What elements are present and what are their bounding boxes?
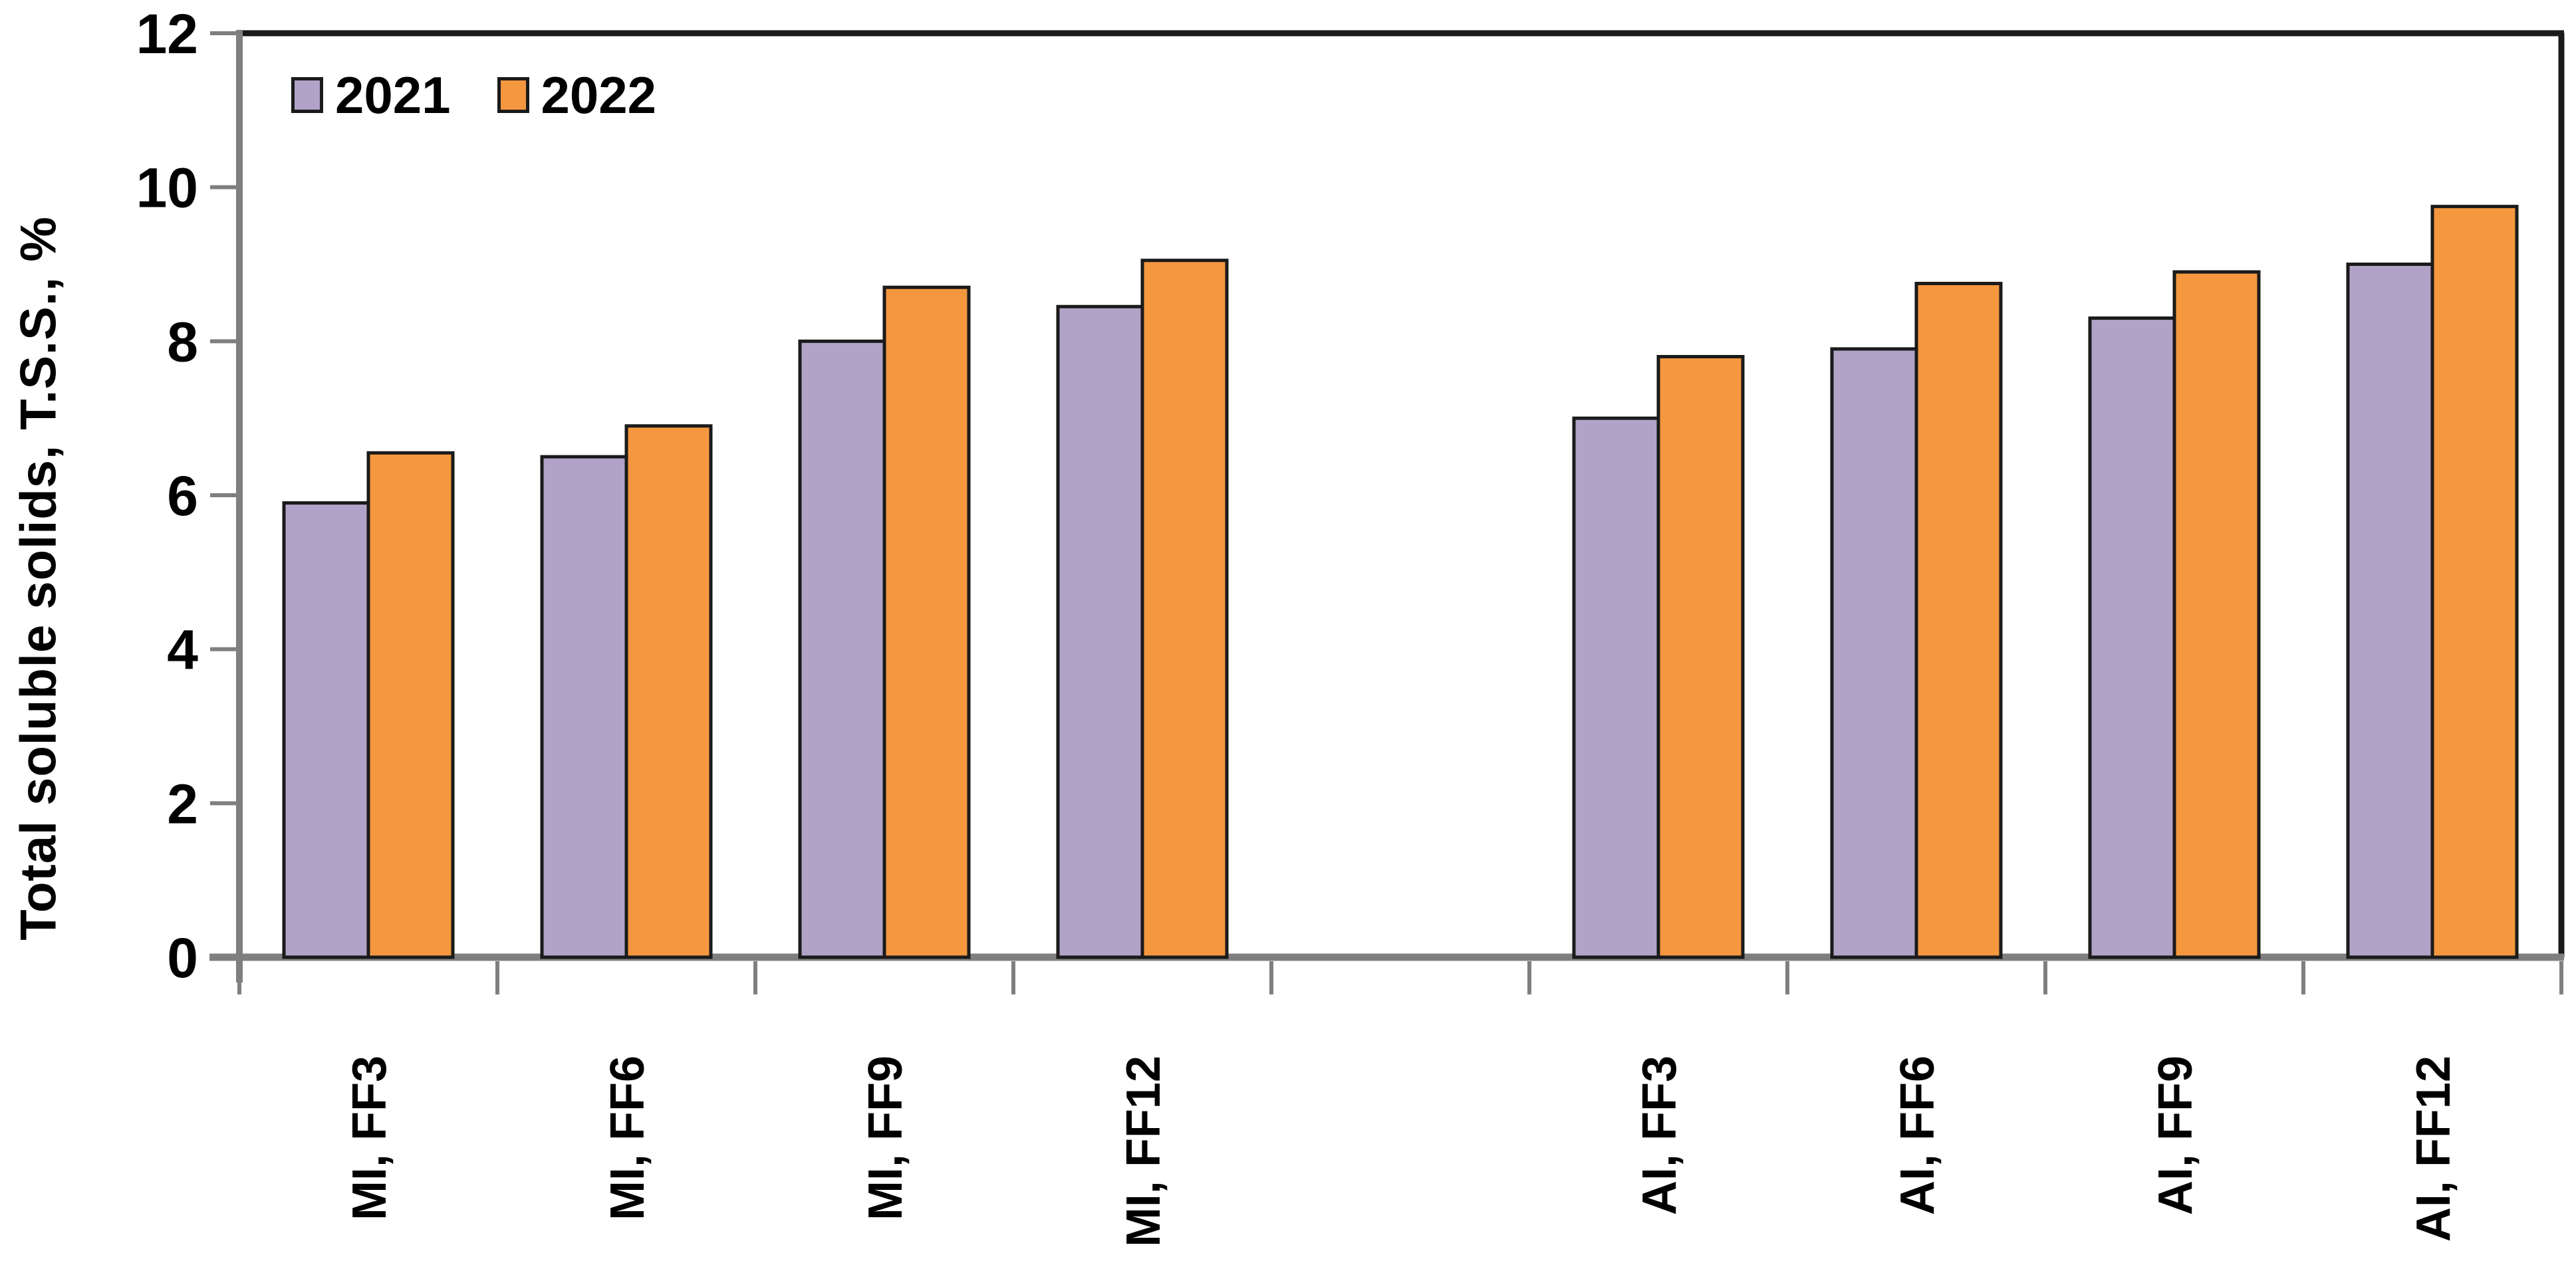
legend-item-2021: 2021 xyxy=(291,69,451,121)
y-tick-label-6: 6 xyxy=(167,465,198,527)
bar-2021-MI-FF6 xyxy=(540,455,628,959)
bar-2022-AI-FF6 xyxy=(1914,281,2003,959)
x-category-label-MI-FF12: MI, FF12 xyxy=(1117,1056,1170,1247)
legend-label-2022: 2022 xyxy=(541,66,657,124)
bar-2021-AI-FF6 xyxy=(1830,347,1918,959)
bar-2022-MI-FF9 xyxy=(882,285,971,959)
bar-2022-AI-FF12 xyxy=(2430,205,2519,959)
x-category-label-MI-FF6: MI, FF6 xyxy=(601,1056,654,1220)
x-category-label-AI-FF9: AI, FF9 xyxy=(2149,1056,2202,1215)
x-category-label-AI-FF12: AI, FF12 xyxy=(2407,1056,2460,1242)
bar-2021-AI-FF3 xyxy=(1572,416,1660,959)
bar-2021-MI-FF12 xyxy=(1056,304,1144,959)
bar-2022-MI-FF12 xyxy=(1140,259,1229,959)
y-axis-title: Total soluble solids, T.S.S., % xyxy=(10,216,67,941)
x-category-label-AI-FF6: AI, FF6 xyxy=(1891,1056,1944,1215)
x-category-label-AI-FF3: AI, FF3 xyxy=(1633,1056,1686,1215)
bar-2021-MI-FF3 xyxy=(282,501,370,959)
y-tick-label-12: 12 xyxy=(136,3,198,65)
y-tick-label-8: 8 xyxy=(167,310,198,373)
y-tick-label-4: 4 xyxy=(167,619,198,681)
bar-2022-MI-FF3 xyxy=(366,451,455,959)
legend-swatch-2022-icon xyxy=(497,77,529,113)
legend-swatch-2021-icon xyxy=(291,77,323,113)
bar-2022-MI-FF6 xyxy=(624,424,713,959)
legend-label-2021: 2021 xyxy=(335,66,451,124)
bar-2021-AI-FF9 xyxy=(2088,316,2176,959)
x-category-label-MI-FF9: MI, FF9 xyxy=(859,1056,912,1220)
bar-2021-MI-FF9 xyxy=(798,339,886,959)
y-tick-label-10: 10 xyxy=(136,157,198,219)
bar-2022-AI-FF3 xyxy=(1656,355,1745,959)
legend: 2021 2022 xyxy=(291,69,656,121)
bar-2021-AI-FF12 xyxy=(2346,263,2434,959)
y-tick-label-0: 0 xyxy=(167,927,198,989)
y-tick-label-2: 2 xyxy=(167,772,198,835)
x-category-label-MI-FF3: MI, FF3 xyxy=(343,1056,396,1220)
bar-2022-AI-FF9 xyxy=(2172,270,2261,959)
legend-item-2022: 2022 xyxy=(497,66,657,124)
